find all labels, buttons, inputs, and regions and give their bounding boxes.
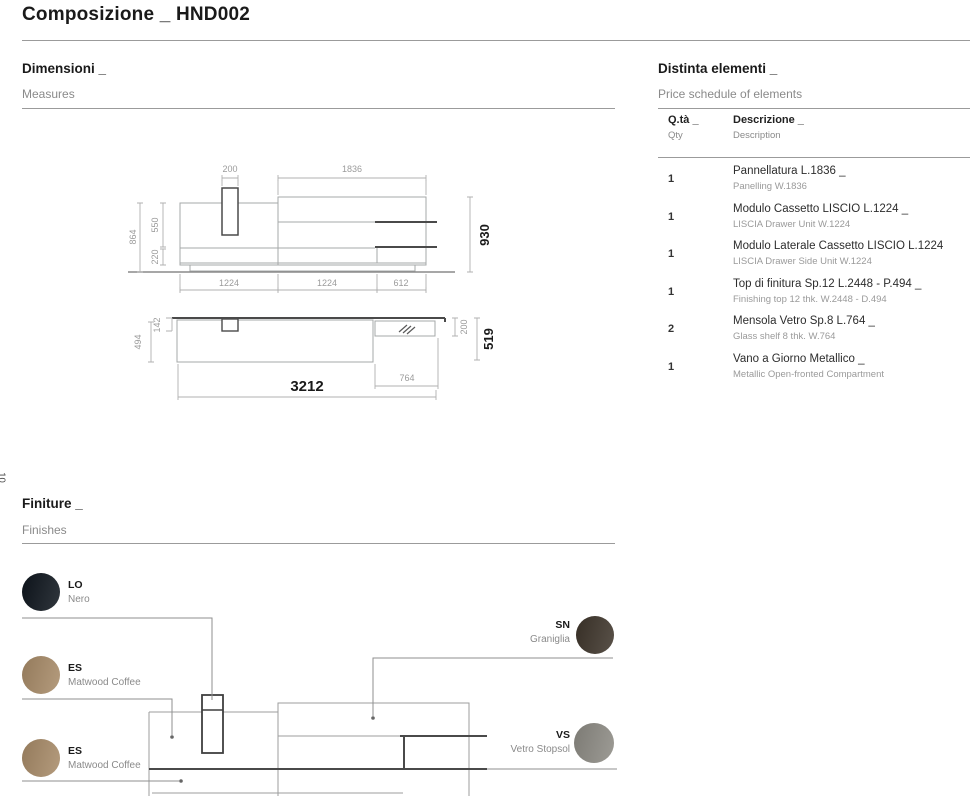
dim-vano-width: 200 [222,164,237,174]
table-row: 1 Vano a Giorno Metallico _ Metallic Ope… [658,351,970,389]
open-compartment-large [201,694,224,754]
leader-lines [22,617,617,782]
dim-total-depth: 519 [481,328,496,350]
dim-shelf-depth: 200 [459,319,469,334]
row-name: Modulo Laterale Cassetto LISCIO L.1224 [733,240,944,252]
dim-module3: 612 [393,278,408,288]
open-compartment-front [221,187,239,236]
qty-column-subheader: Qty [668,130,683,141]
finishes-section-subtitle: Finishes [22,523,67,537]
qty-column-header: Q.tà _ [668,114,699,126]
finish-swatch-es-1 [22,656,60,694]
elements-divider-header [658,157,970,158]
row-qty: 1 [668,210,675,223]
finish-code: ES [68,662,83,674]
finish-swatch-vs [574,723,614,763]
finish-label-es-1: ES Matwood Coffee [68,662,141,688]
dim-height-upper: 550 [150,217,160,232]
leader-es-1 [22,698,173,735]
row-description: Glass shelf 8 thk. W.764 [733,331,836,342]
row-description: LISCIA Drawer Side Unit W.1224 [733,256,872,267]
finish-name: Matwood Coffee [68,760,141,771]
description-column-header: Descrizione _ [733,114,804,126]
title-divider [22,40,970,41]
finish-code: ES [68,745,83,757]
finish-swatch-es-2 [22,739,60,777]
finish-code: SN [555,619,570,631]
row-qty: 1 [668,248,675,260]
dim-top-depth: 142 [152,317,162,332]
leader-lo [22,617,213,700]
elements-section-title: Distinta elementi _ [658,61,778,76]
plan-drawing: 142 494 200 519 764 3212 [133,317,496,400]
row-description: Panelling W.1836 [733,181,807,192]
row-qty: 1 [668,173,675,185]
row-name: Modulo Cassetto LISCIO L.1224 _ [733,202,909,215]
dim-height-right: 930 [477,224,492,246]
finish-swatch-sn [576,616,614,654]
glass-hatch [398,324,416,335]
glass-shelves-front [375,221,437,248]
leader-dots [170,716,375,783]
finish-code: VS [555,729,570,741]
elevation-drawing: 200 1836 864 550 220 930 1224 1224 612 [128,164,492,293]
description-column-subheader: Description [733,130,781,141]
dim-panel-width: 1836 [342,164,362,174]
row-description: Finishing top 12 thk. W.2448 - D.494 [733,293,887,305]
dim-height-total: 864 [128,229,138,244]
row-qty: 1 [668,360,675,373]
dim-shelf-width: 764 [399,373,414,383]
leader-sn [372,657,613,716]
row-name: Mensola Vetro Sp.8 L.764 _ [733,315,875,327]
finish-label-lo: LO Nero [68,579,90,605]
row-qty: 1 [668,285,675,298]
elements-divider-top [658,108,970,109]
elements-section-subtitle: Price schedule of elements [658,87,803,101]
table-row: 1 Pannellatura L.1836 _ Panelling W.1836 [658,163,970,201]
finish-label-sn: SN Graniglia [420,619,570,645]
dimensions-divider [22,108,615,109]
dim-total-width: 3212 [290,378,323,395]
finishes-section-title: Finiture _ [22,496,83,511]
row-qty: 2 [668,323,675,335]
finish-illustration [148,694,487,796]
finish-name: Matwood Coffee [68,677,141,688]
finish-name: Vetro Stopsol [510,744,570,755]
dimensions-section-title: Dimensioni _ [22,61,107,76]
finish-name: Nero [68,594,90,605]
dim-body-depth: 494 [133,334,143,349]
top-panel-plan [172,317,446,322]
row-name: Top di finitura Sp.12 L.2448 - P.494 _ [733,277,922,290]
open-compartment-plan [221,318,239,332]
table-row: 1 Modulo Cassetto LISCIO L.1224 _ LISCIA… [658,201,970,239]
finish-swatch-lo [22,573,60,611]
finish-label-es-2: ES Matwood Coffee [68,745,141,771]
dimensions-section-subtitle: Measures [22,87,75,101]
row-name: Vano a Giorno Metallico _ [733,352,865,365]
row-name: Pannellatura L.1836 _ [733,165,846,177]
page-title: Composizione _ HND002 [22,4,251,25]
dim-module2: 1224 [317,278,337,288]
finishes-divider [22,543,615,544]
finish-name: Graniglia [529,634,570,645]
glass-shelves-large [149,735,487,770]
parts-table: 1 Pannellatura L.1836 _ Panelling W.1836… [658,163,970,388]
table-row: 1 Modulo Laterale Cassetto LISCIO L.1224… [658,238,970,276]
table-row: 1 Top di finitura Sp.12 L.2448 - P.494 _… [658,276,970,314]
table-row: 2 Mensola Vetro Sp.8 L.764 _ Glass shelf… [658,313,970,351]
page-number: 10 [0,472,7,483]
dim-height-lower: 220 [150,249,160,264]
row-description: Metallic Open-fronted Compartment [733,368,885,380]
finish-code: LO [68,579,83,591]
parts-table-header: Q.tà _ Qty Descrizione _ Description [658,114,970,141]
finish-label-vs: VS Vetro Stopsol [420,729,570,755]
dim-module1: 1224 [219,278,239,288]
row-description: LISCIA Drawer Unit W.1224 [733,218,851,230]
